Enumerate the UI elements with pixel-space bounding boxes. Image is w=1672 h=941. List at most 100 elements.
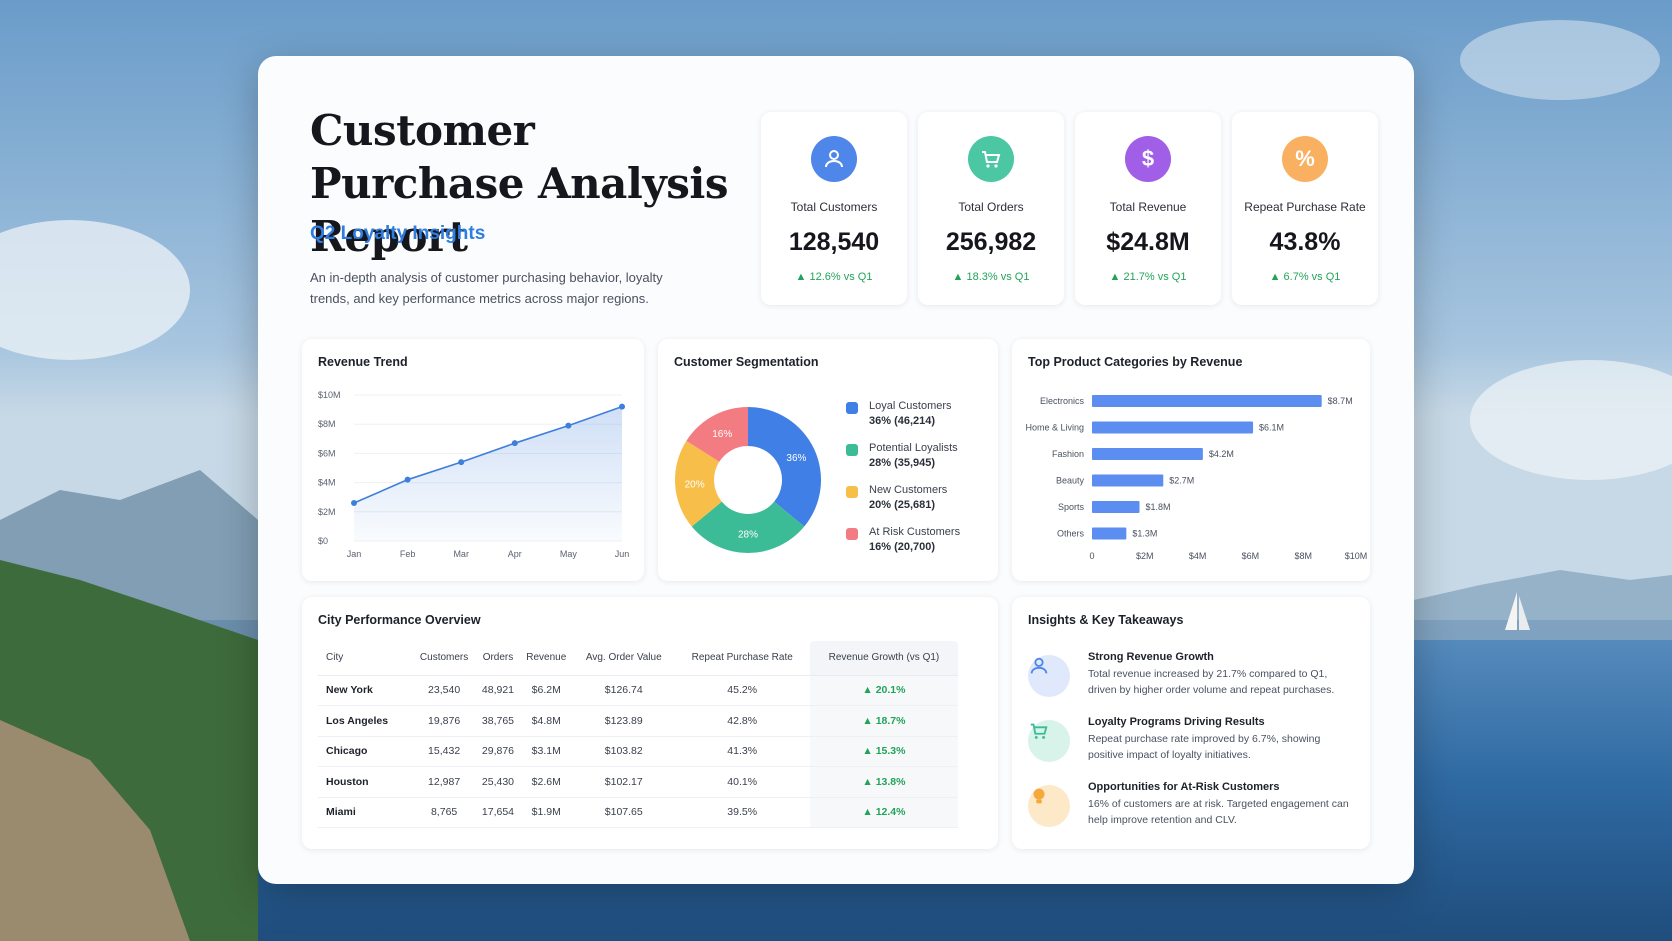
slice-label: 16% bbox=[712, 429, 732, 440]
revenue-trend-chart: $0 $2M $4M $6M $8M $10M Jan Feb Mar Apr May Jun bbox=[318, 390, 629, 559]
page-description: An in-depth analysis of customer purchas… bbox=[310, 270, 663, 306]
table-cell: $103.82 bbox=[573, 736, 675, 767]
insights-panel: Insights & Key Takeaways Strong Revenue … bbox=[1012, 597, 1370, 849]
table-cell: 8,765 bbox=[411, 797, 477, 828]
table-row: Houston 12,987 25,430 $2.6M $102.17 40.1% ▲ 13… bbox=[318, 766, 958, 798]
page-title: Customer Purchase Analysis Report bbox=[310, 106, 729, 261]
legend-item: New Customers 20% (25,681) bbox=[846, 483, 960, 525]
slice-label: 36% bbox=[786, 453, 806, 464]
city-performance-table: City Customers Orders Revenue Avg. Order… bbox=[318, 641, 958, 828]
cart-icon bbox=[1028, 720, 1070, 762]
y-tick-label: $0 bbox=[318, 536, 328, 546]
legend-item: Potential Loyalists 28% (35,945) bbox=[846, 441, 960, 483]
insights-title: Insights & Key Takeaways bbox=[1028, 613, 1184, 627]
table-cell: ▲ 20.1% bbox=[809, 675, 958, 706]
table-cell: 12,987 bbox=[411, 766, 477, 798]
table-cell: $123.89 bbox=[573, 705, 675, 737]
kpi-value: 256,982 bbox=[945, 228, 1037, 256]
table-cell: $3.1M bbox=[519, 736, 574, 767]
legend-swatch bbox=[846, 486, 858, 498]
chart-title: Revenue Trend bbox=[318, 355, 408, 369]
column-header: Revenue bbox=[519, 641, 574, 676]
table-cell: 42.8% bbox=[674, 705, 810, 737]
insight-title: Strong Revenue Growth bbox=[1088, 651, 1214, 663]
legend-swatch bbox=[846, 402, 858, 414]
legend-detail: 16% (20,700) bbox=[869, 541, 936, 553]
table-cell: $102.17 bbox=[573, 766, 675, 798]
legend-detail: 20% (25,681) bbox=[869, 499, 936, 511]
x-tick-label: Mar bbox=[453, 549, 469, 559]
kpi-card-repeat-purchase-rate: % Repeat Purchase Rate 43.8% ▲ 6.7% vs Q… bbox=[1232, 112, 1378, 305]
kpi-delta: ▲ 18.3% vs Q1 bbox=[952, 271, 1030, 283]
table-cell: 29,876 bbox=[476, 736, 520, 767]
x-tick-label: 0 bbox=[1089, 551, 1094, 561]
category-label: Electronics bbox=[1040, 396, 1085, 406]
kpi-label: Total Customers bbox=[790, 200, 878, 214]
donut-slice bbox=[686, 407, 748, 462]
segmentation-legend: Loyal Customers 36% (46,214) Potential L… bbox=[846, 399, 960, 567]
kpi-card-total-customers: Total Customers 128,540 ▲ 12.6% vs Q1 bbox=[761, 112, 907, 305]
x-tick-label: $4M bbox=[1189, 551, 1207, 561]
city-name-cell: Chicago bbox=[318, 736, 412, 767]
donut-slice bbox=[675, 440, 722, 527]
insight-text: Total revenue increased by 21.7% compare… bbox=[1088, 668, 1335, 696]
percent-icon: % bbox=[1282, 136, 1328, 182]
table-cell: $126.74 bbox=[573, 675, 675, 706]
slice-label: 20% bbox=[685, 479, 705, 490]
category-bar bbox=[1092, 474, 1164, 487]
bar-value-label: $1.8M bbox=[1146, 502, 1171, 512]
table-cell: $6.2M bbox=[519, 675, 574, 706]
x-tick-label: Feb bbox=[400, 549, 416, 559]
table-cell: 23,540 bbox=[411, 675, 477, 706]
category-label: Home & Living bbox=[1025, 423, 1084, 433]
legend-name: Loyal Customers bbox=[869, 400, 952, 412]
customer-segmentation-panel: Customer Segmentation 36% 28% 20% 16% Loyal… bbox=[658, 339, 998, 581]
x-tick-label: $8M bbox=[1294, 551, 1312, 561]
city-performance-panel: City Performance Overview City Customers… bbox=[302, 597, 998, 849]
legend-name: At Risk Customers bbox=[869, 526, 961, 538]
table-cell: 45.2% bbox=[674, 675, 810, 706]
legend-swatch bbox=[846, 528, 858, 540]
table-cell: 48,921 bbox=[476, 675, 520, 706]
y-tick-label: $10M bbox=[318, 390, 341, 400]
insight-item: Opportunities for At-Risk Customers 16% … bbox=[1028, 781, 1358, 837]
category-label: Fashion bbox=[1052, 449, 1084, 459]
slice-label: 28% bbox=[738, 530, 758, 541]
y-tick-label: $4M bbox=[318, 478, 336, 488]
category-bar bbox=[1092, 421, 1254, 434]
page-subtitle: Q2 Loyalty Insights bbox=[310, 223, 486, 244]
legend-name: New Customers bbox=[869, 484, 948, 496]
table-title: City Performance Overview bbox=[318, 613, 481, 627]
table-cell: ▲ 15.3% bbox=[809, 736, 958, 767]
category-label: Others bbox=[1057, 529, 1085, 539]
kpi-delta: ▲ 21.7% vs Q1 bbox=[1109, 271, 1187, 283]
y-tick-label: $6M bbox=[318, 448, 336, 458]
segmentation-donut-chart: 36% 28% 20% 16% bbox=[675, 407, 821, 553]
table-row: Miami 8,765 17,654 $1.9M $107.65 39.5% ▲ 12.4% bbox=[318, 797, 958, 828]
top-categories-panel: Top Product Categories by Revenue Electr… bbox=[1012, 339, 1370, 581]
column-header: Avg. Order Value bbox=[573, 641, 675, 676]
kpi-value: $24.8M bbox=[1106, 228, 1190, 256]
table-cell: $107.65 bbox=[573, 797, 675, 828]
category-bar bbox=[1092, 448, 1203, 460]
column-header: City bbox=[318, 641, 412, 676]
data-point bbox=[404, 476, 411, 483]
legend-swatch bbox=[846, 444, 858, 456]
legend-detail: 28% (35,945) bbox=[869, 457, 936, 469]
top-categories-bar-chart: Electronics $8.7M Home & Living $6.1M Fashio… bbox=[1025, 395, 1367, 561]
column-header: Customers bbox=[411, 641, 477, 676]
kpi-value: 128,540 bbox=[788, 228, 880, 256]
revenue-line bbox=[353, 405, 623, 504]
kpi-card-total-revenue: $ Total Revenue $24.8M ▲ 21.7% vs Q1 bbox=[1075, 112, 1221, 305]
kpi-value: 43.8% bbox=[1269, 228, 1341, 256]
cart-icon bbox=[968, 136, 1014, 182]
chart-title: Top Product Categories by Revenue bbox=[1028, 355, 1243, 369]
x-tick-label: May bbox=[560, 549, 578, 559]
bar-value-label: $6.1M bbox=[1259, 423, 1284, 433]
dollar-icon: $ bbox=[1125, 136, 1171, 182]
city-name-cell: Los Angeles bbox=[318, 705, 412, 737]
data-point bbox=[458, 459, 465, 466]
donut-slice bbox=[691, 501, 805, 553]
revenue-trend-panel: Revenue Trend $0 $2M $4M $6M $8M $10M Jan Feb Ma… bbox=[302, 339, 644, 581]
table-cell: 41.3% bbox=[674, 736, 810, 767]
